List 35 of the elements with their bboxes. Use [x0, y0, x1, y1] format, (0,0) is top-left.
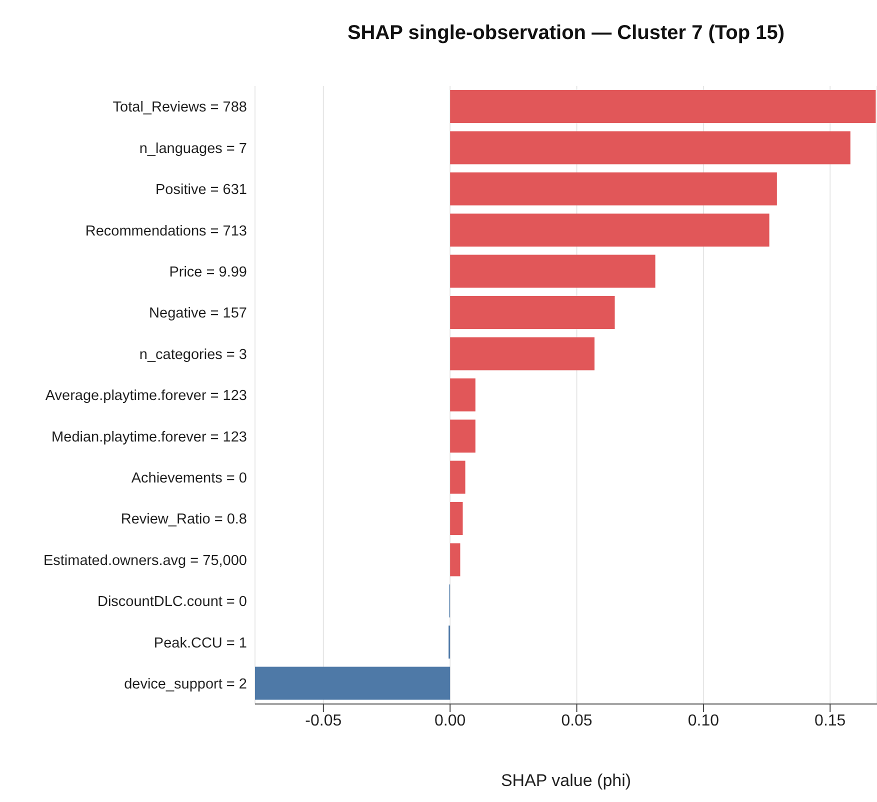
y-tick-label: Positive = 631	[156, 182, 247, 198]
y-tick-label: Average.playtime.forever = 123	[45, 388, 247, 404]
bar	[450, 502, 463, 535]
y-tick-label: device_support = 2	[124, 676, 247, 693]
bar	[450, 131, 850, 164]
y-tick-label: n_languages = 7	[139, 140, 247, 157]
x-axis-title: SHAP value (phi)	[500, 771, 632, 790]
bar	[450, 543, 460, 576]
y-tick-label: DiscountDLC.count = 0	[97, 594, 247, 610]
bar	[450, 172, 777, 206]
bar	[255, 666, 450, 700]
x-tick-label: 0.00	[434, 712, 466, 730]
y-tick-label: Peak.CCU = 1	[154, 635, 247, 652]
y-tick-label: n_categories = 3	[139, 346, 247, 363]
chart-title: SHAP single-observation — Cluster 7 (Top 15)	[346, 22, 786, 45]
bar	[450, 254, 656, 288]
bar	[450, 378, 476, 412]
y-tick-label: Recommendations = 713	[85, 223, 247, 240]
bar	[450, 90, 876, 123]
x-tick-label: 0.15	[814, 712, 846, 730]
bar	[450, 296, 615, 329]
x-tick-label: 0.05	[561, 712, 592, 730]
bar	[450, 460, 466, 494]
y-tick-label: Achievements = 0	[131, 470, 247, 487]
bar	[450, 420, 476, 453]
x-tick-label: -0.05	[305, 712, 342, 730]
y-tick-label: Estimated.owners.avg = 75,000	[43, 552, 247, 569]
y-tick-label: Price = 9.99	[169, 264, 247, 281]
bar	[450, 337, 595, 370]
bar	[450, 214, 770, 247]
y-tick-label: Negative = 157	[149, 306, 247, 322]
y-tick-label: Review_Ratio = 0.8	[120, 512, 247, 528]
y-tick-label: Total_Reviews = 788	[112, 100, 247, 116]
x-tick-label: 0.10	[688, 712, 720, 730]
y-tick-label: Median.playtime.forever = 123	[52, 429, 247, 446]
